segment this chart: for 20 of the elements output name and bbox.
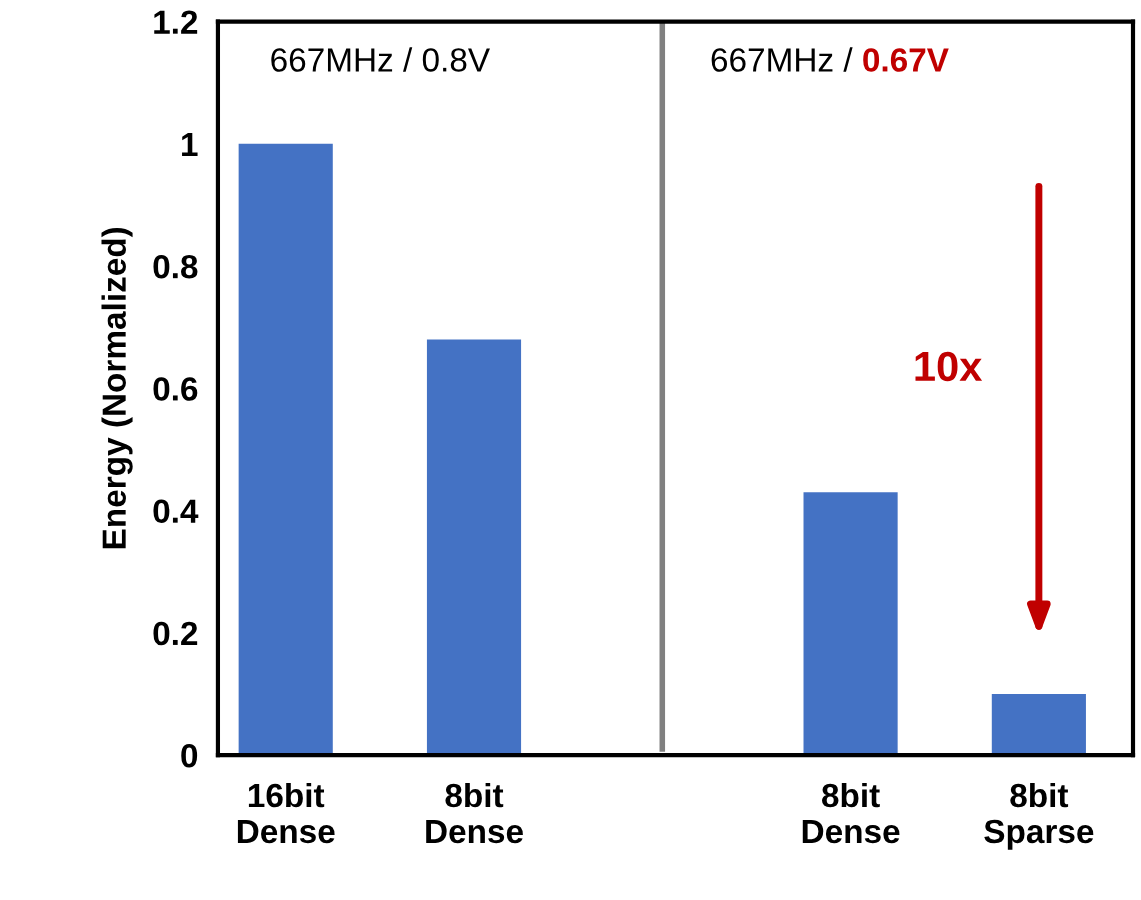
y-tick-label: 0	[181, 743, 198, 768]
annotation: 10x	[915, 351, 983, 382]
x-tick-label: 16bit Dense	[237, 782, 335, 844]
bar	[991, 693, 1086, 756]
bar	[238, 143, 333, 756]
y-tick-label: 0.8	[153, 254, 198, 279]
x-tick-label: 8bit Dense	[802, 782, 900, 844]
x-tick-label: 8bit Sparse	[984, 782, 1094, 850]
y-tick-label: 1	[182, 133, 198, 156]
y-tick-label: 1.2	[154, 10, 198, 34]
x-tick-label: 8bit Dense	[426, 782, 523, 844]
bar	[803, 492, 898, 756]
y-tick-label: 0.6	[153, 377, 198, 401]
y-tick-label: 0.4	[153, 499, 199, 524]
y-tick-label: 0.2	[153, 621, 198, 646]
annotation: 667MHz /	[711, 47, 853, 72]
bar	[426, 339, 522, 756]
y-axis-title: Energy (Normalized)	[101, 227, 133, 549]
annotation: 0.67V	[863, 48, 949, 72]
annotation: 667MHz / 0.8V	[271, 47, 490, 72]
